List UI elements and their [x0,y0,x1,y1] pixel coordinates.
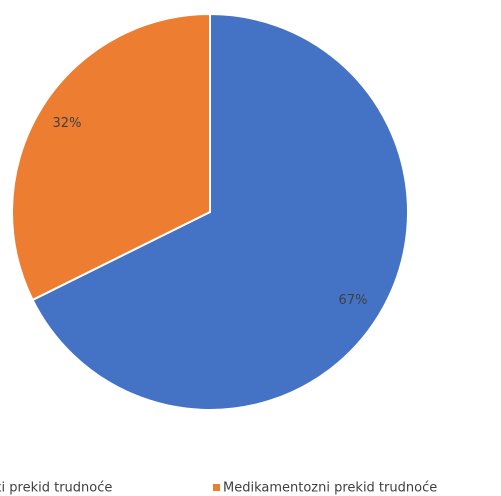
legend-swatch [213,484,220,491]
data-label: 32% [53,116,82,131]
pie-slice [11,12,211,302]
legend-label: ki prekid trudnoće [0,481,112,496]
data-label: 67% [339,293,368,308]
legend-label: Medikamentozni prekid trudnoće [223,481,437,496]
pie-slice [31,12,409,411]
